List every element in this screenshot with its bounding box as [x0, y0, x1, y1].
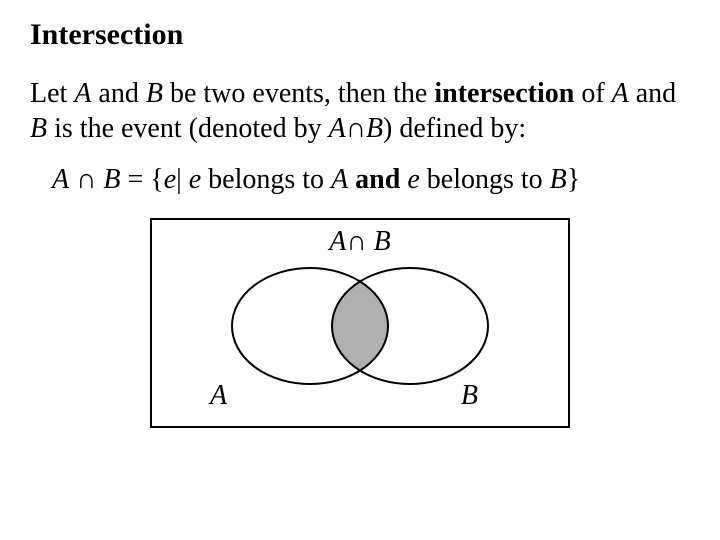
and-keyword: and [348, 164, 407, 195]
venn-label-B: B [461, 380, 478, 412]
definition-paragraph: Let A and B be two events, then the inte… [30, 76, 690, 146]
var-A: A [331, 164, 348, 195]
var-B: B [374, 226, 391, 257]
text: Let [30, 78, 74, 109]
text: belongs to [420, 164, 550, 195]
var-e: e [407, 164, 419, 195]
venn-diagram-box: A∩ B A B [150, 218, 570, 428]
venn-label-A: A [210, 380, 227, 412]
set-definition-equation: A ∩ B = {e| e belongs to A and e belongs… [52, 164, 690, 196]
var-B: B [30, 113, 47, 144]
text: | [176, 164, 189, 195]
var-e: e [189, 164, 201, 195]
cap-symbol: ∩ [346, 226, 366, 257]
text: and [91, 78, 145, 109]
text: be two events, then the [163, 78, 434, 109]
page-title: Intersection [30, 18, 690, 52]
var-A: A [329, 113, 346, 144]
venn-top-label: A∩ B [152, 226, 568, 258]
var-A: A [612, 78, 629, 109]
text: } [567, 164, 580, 195]
text: belongs to [201, 164, 331, 195]
venn-svg [212, 264, 508, 392]
var-e: e [164, 164, 176, 195]
text: = { [120, 164, 163, 195]
text: ) defined by: [383, 113, 526, 144]
var-B: B [550, 164, 567, 195]
term-intersection: intersection [434, 78, 574, 109]
var-B: B [146, 78, 163, 109]
text: of [574, 78, 611, 109]
var-A: A [52, 164, 69, 195]
var-A: A [74, 78, 91, 109]
cap-symbol: ∩ [76, 164, 96, 195]
cap-symbol: ∩ [346, 113, 366, 144]
var-B: B [103, 164, 120, 195]
var-A: A [329, 226, 346, 257]
var-B: B [366, 113, 383, 144]
text: is the event (denoted by [47, 113, 328, 144]
text: and [629, 78, 676, 109]
